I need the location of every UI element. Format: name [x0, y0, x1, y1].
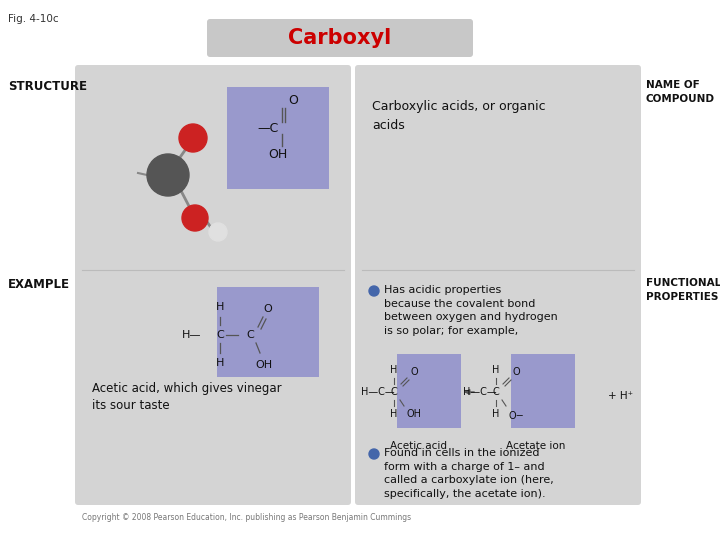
Text: OH: OH	[407, 409, 421, 419]
Circle shape	[147, 154, 189, 196]
Circle shape	[369, 286, 379, 296]
Text: Found in cells in the ionized
form with a charge of 1– and
called a carboxylate : Found in cells in the ionized form with …	[384, 448, 554, 499]
Text: Copyright © 2008 Pearson Education, Inc. publishing as Pearson Benjamin Cummings: Copyright © 2008 Pearson Education, Inc.…	[82, 513, 411, 522]
Text: C: C	[216, 330, 224, 340]
Text: Fig. 4-10c: Fig. 4-10c	[8, 14, 58, 24]
FancyBboxPatch shape	[227, 87, 329, 189]
Text: Has acidic properties
because the covalent bond
between oxygen and hydrogen
is s: Has acidic properties because the covale…	[384, 285, 558, 336]
Text: H: H	[390, 365, 397, 375]
FancyBboxPatch shape	[207, 19, 473, 57]
FancyBboxPatch shape	[75, 65, 351, 505]
Circle shape	[209, 223, 227, 241]
Text: H: H	[216, 302, 224, 312]
Text: O: O	[288, 93, 298, 106]
Text: Acetic acid: Acetic acid	[390, 441, 446, 451]
Text: H: H	[390, 409, 397, 419]
Text: Acetic acid, which gives vinegar
its sour taste: Acetic acid, which gives vinegar its sou…	[92, 382, 282, 412]
Text: O: O	[512, 367, 520, 377]
Text: C: C	[492, 387, 500, 397]
Circle shape	[179, 124, 207, 152]
FancyBboxPatch shape	[511, 354, 575, 428]
Text: O−: O−	[508, 411, 524, 421]
Text: OH: OH	[256, 360, 273, 370]
Text: EXAMPLE: EXAMPLE	[8, 278, 70, 291]
Text: H: H	[216, 358, 224, 368]
Text: H—C—: H—C—	[361, 387, 395, 397]
Text: C: C	[246, 330, 254, 340]
Text: O: O	[410, 367, 418, 377]
Text: H—: H—	[182, 330, 202, 340]
Text: Carboxyl: Carboxyl	[289, 28, 392, 48]
Text: —C: —C	[257, 122, 279, 134]
Text: C: C	[391, 387, 397, 397]
Text: OH: OH	[269, 147, 287, 160]
Text: H: H	[492, 365, 500, 375]
Text: H—C—: H—C—	[463, 387, 497, 397]
Text: H: H	[492, 409, 500, 419]
Text: O: O	[264, 304, 272, 314]
Circle shape	[182, 205, 208, 231]
Text: NAME OF
COMPOUND: NAME OF COMPOUND	[646, 80, 715, 104]
Circle shape	[369, 449, 379, 459]
FancyBboxPatch shape	[397, 354, 461, 428]
FancyBboxPatch shape	[217, 287, 319, 377]
Text: Carboxylic acids, or organic
acids: Carboxylic acids, or organic acids	[372, 100, 546, 132]
Text: STRUCTURE: STRUCTURE	[8, 80, 87, 93]
Text: + H⁺: + H⁺	[608, 391, 633, 401]
FancyBboxPatch shape	[355, 65, 641, 505]
Text: Acetate ion: Acetate ion	[506, 441, 566, 451]
Text: FUNCTIONAL
PROPERTIES: FUNCTIONAL PROPERTIES	[646, 278, 720, 302]
